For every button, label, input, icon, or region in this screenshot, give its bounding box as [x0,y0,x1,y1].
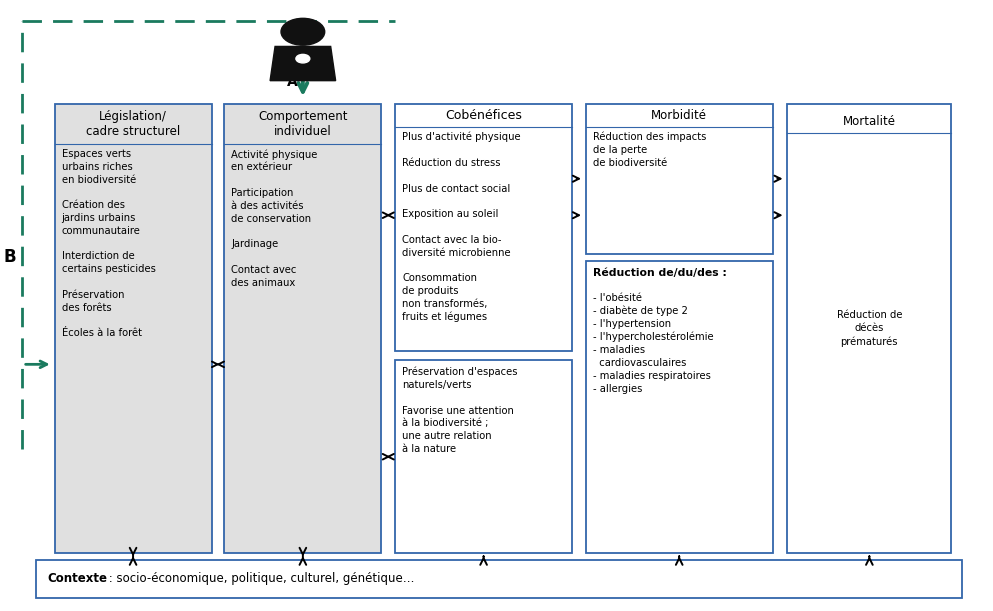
Text: Cobénéfices: Cobénéfices [445,109,522,122]
Text: B: B [4,247,16,266]
Bar [395,104,572,351]
Text: Réduction des impacts
de la perte
de biodiversité: Réduction des impacts de la perte de bio… [593,132,706,168]
Text: Activité physique
en extérieur

Participation
à des activités
de conservation

J: Activité physique en extérieur Participa… [231,149,318,288]
Text: Réduction de/du/des :: Réduction de/du/des : [593,268,727,278]
Text: Comportement
individuel: Comportement individuel [258,110,348,138]
Text: Espaces verts
urbains riches
en biodiversité

Création des
jardins urbains
commu: Espaces verts urbains riches en biodiver… [62,149,156,338]
Bar [55,104,212,553]
Text: Préservation d'espaces
naturels/verts

Favorise une attention
à la biodiversité : Préservation d'espaces naturels/verts Fa… [402,367,517,454]
Bar [586,104,773,254]
Text: Mortalité: Mortalité [843,115,896,128]
Circle shape [281,18,325,45]
Text: Législation/
cadre structurel: Législation/ cadre structurel [86,110,180,138]
Bar [787,104,951,553]
Text: Morbidité: Morbidité [651,109,707,122]
Text: - l'obésité
- diabète de type 2
- l'hypertension
- l'hypercholestérolémie
- mala: - l'obésité - diabète de type 2 - l'hype… [593,293,713,393]
Circle shape [296,54,310,63]
Text: A: A [287,76,297,89]
Text: Plus d'activité physique

Réduction du stress

Plus de contact social

Expositio: Plus d'activité physique Réduction du st… [402,132,520,323]
Bar [395,360,572,553]
Bar [224,104,381,553]
Bar [36,560,962,598]
Text: Réduction de
décès
prématurés: Réduction de décès prématurés [837,310,902,346]
Bar [586,261,773,553]
Text: Contexte: Contexte [48,572,107,585]
Text: : socio-économique, politique, culturel, génétique…: : socio-économique, politique, culturel,… [105,572,415,585]
Polygon shape [270,46,336,81]
